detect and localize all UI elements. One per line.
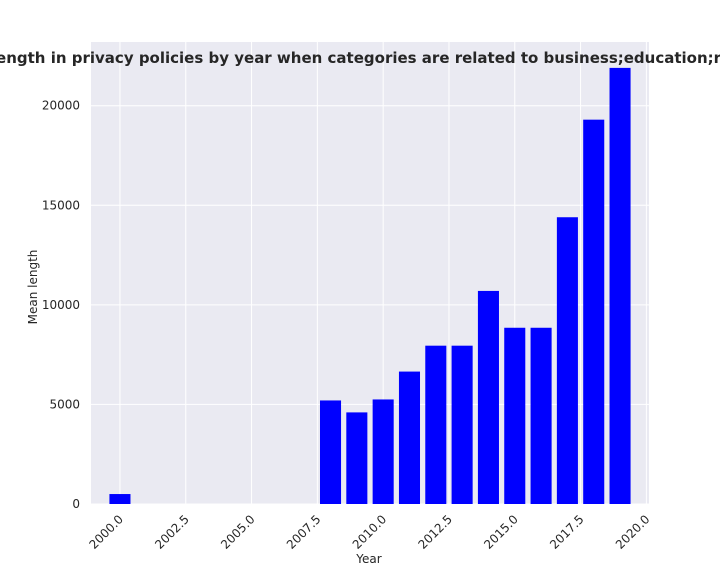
bar — [319, 400, 342, 504]
x-tick-label: 2015.0 — [481, 512, 521, 552]
bar — [109, 494, 131, 504]
y-axis-label: Mean length — [26, 250, 40, 325]
y-tick-labels: 0 5000 10000 15000 20000 — [42, 99, 80, 511]
bar — [372, 399, 394, 504]
x-axis-label: Year — [355, 552, 381, 566]
bar — [530, 327, 552, 504]
x-tick-label: 2002.5 — [152, 512, 192, 552]
x-tick-labels: 2000.0 2002.5 2005.0 2007.5 2010.0 2012.5 2015… — [86, 512, 652, 552]
chart-title: Mean length in privacy policies by year … — [0, 49, 720, 67]
bar — [477, 290, 499, 504]
bars — [109, 67, 631, 505]
x-tick-label: 2020.0 — [613, 512, 653, 552]
bar — [425, 345, 447, 504]
x-tick-label: 2017.5 — [547, 512, 587, 552]
x-tick-label: 2007.5 — [284, 512, 324, 552]
bar — [583, 119, 605, 505]
x-tick-label: 2010.0 — [350, 512, 390, 552]
y-tick-label: 15000 — [42, 198, 80, 212]
bar — [504, 327, 526, 504]
bar — [451, 345, 473, 504]
plot-area — [91, 42, 649, 504]
bar — [346, 412, 368, 504]
y-tick-label: 0 — [72, 497, 80, 511]
grid-lines — [91, 42, 649, 505]
y-tick-label: 10000 — [42, 298, 80, 312]
y-tick-label: 5000 — [49, 397, 80, 411]
x-tick-label: 2000.0 — [86, 512, 126, 552]
x-tick-label: 2012.5 — [415, 512, 455, 552]
bar — [398, 371, 421, 504]
x-tick-label: 2005.0 — [218, 512, 258, 552]
y-tick-label: 20000 — [42, 99, 80, 113]
bar — [556, 217, 578, 504]
bar — [609, 67, 631, 504]
